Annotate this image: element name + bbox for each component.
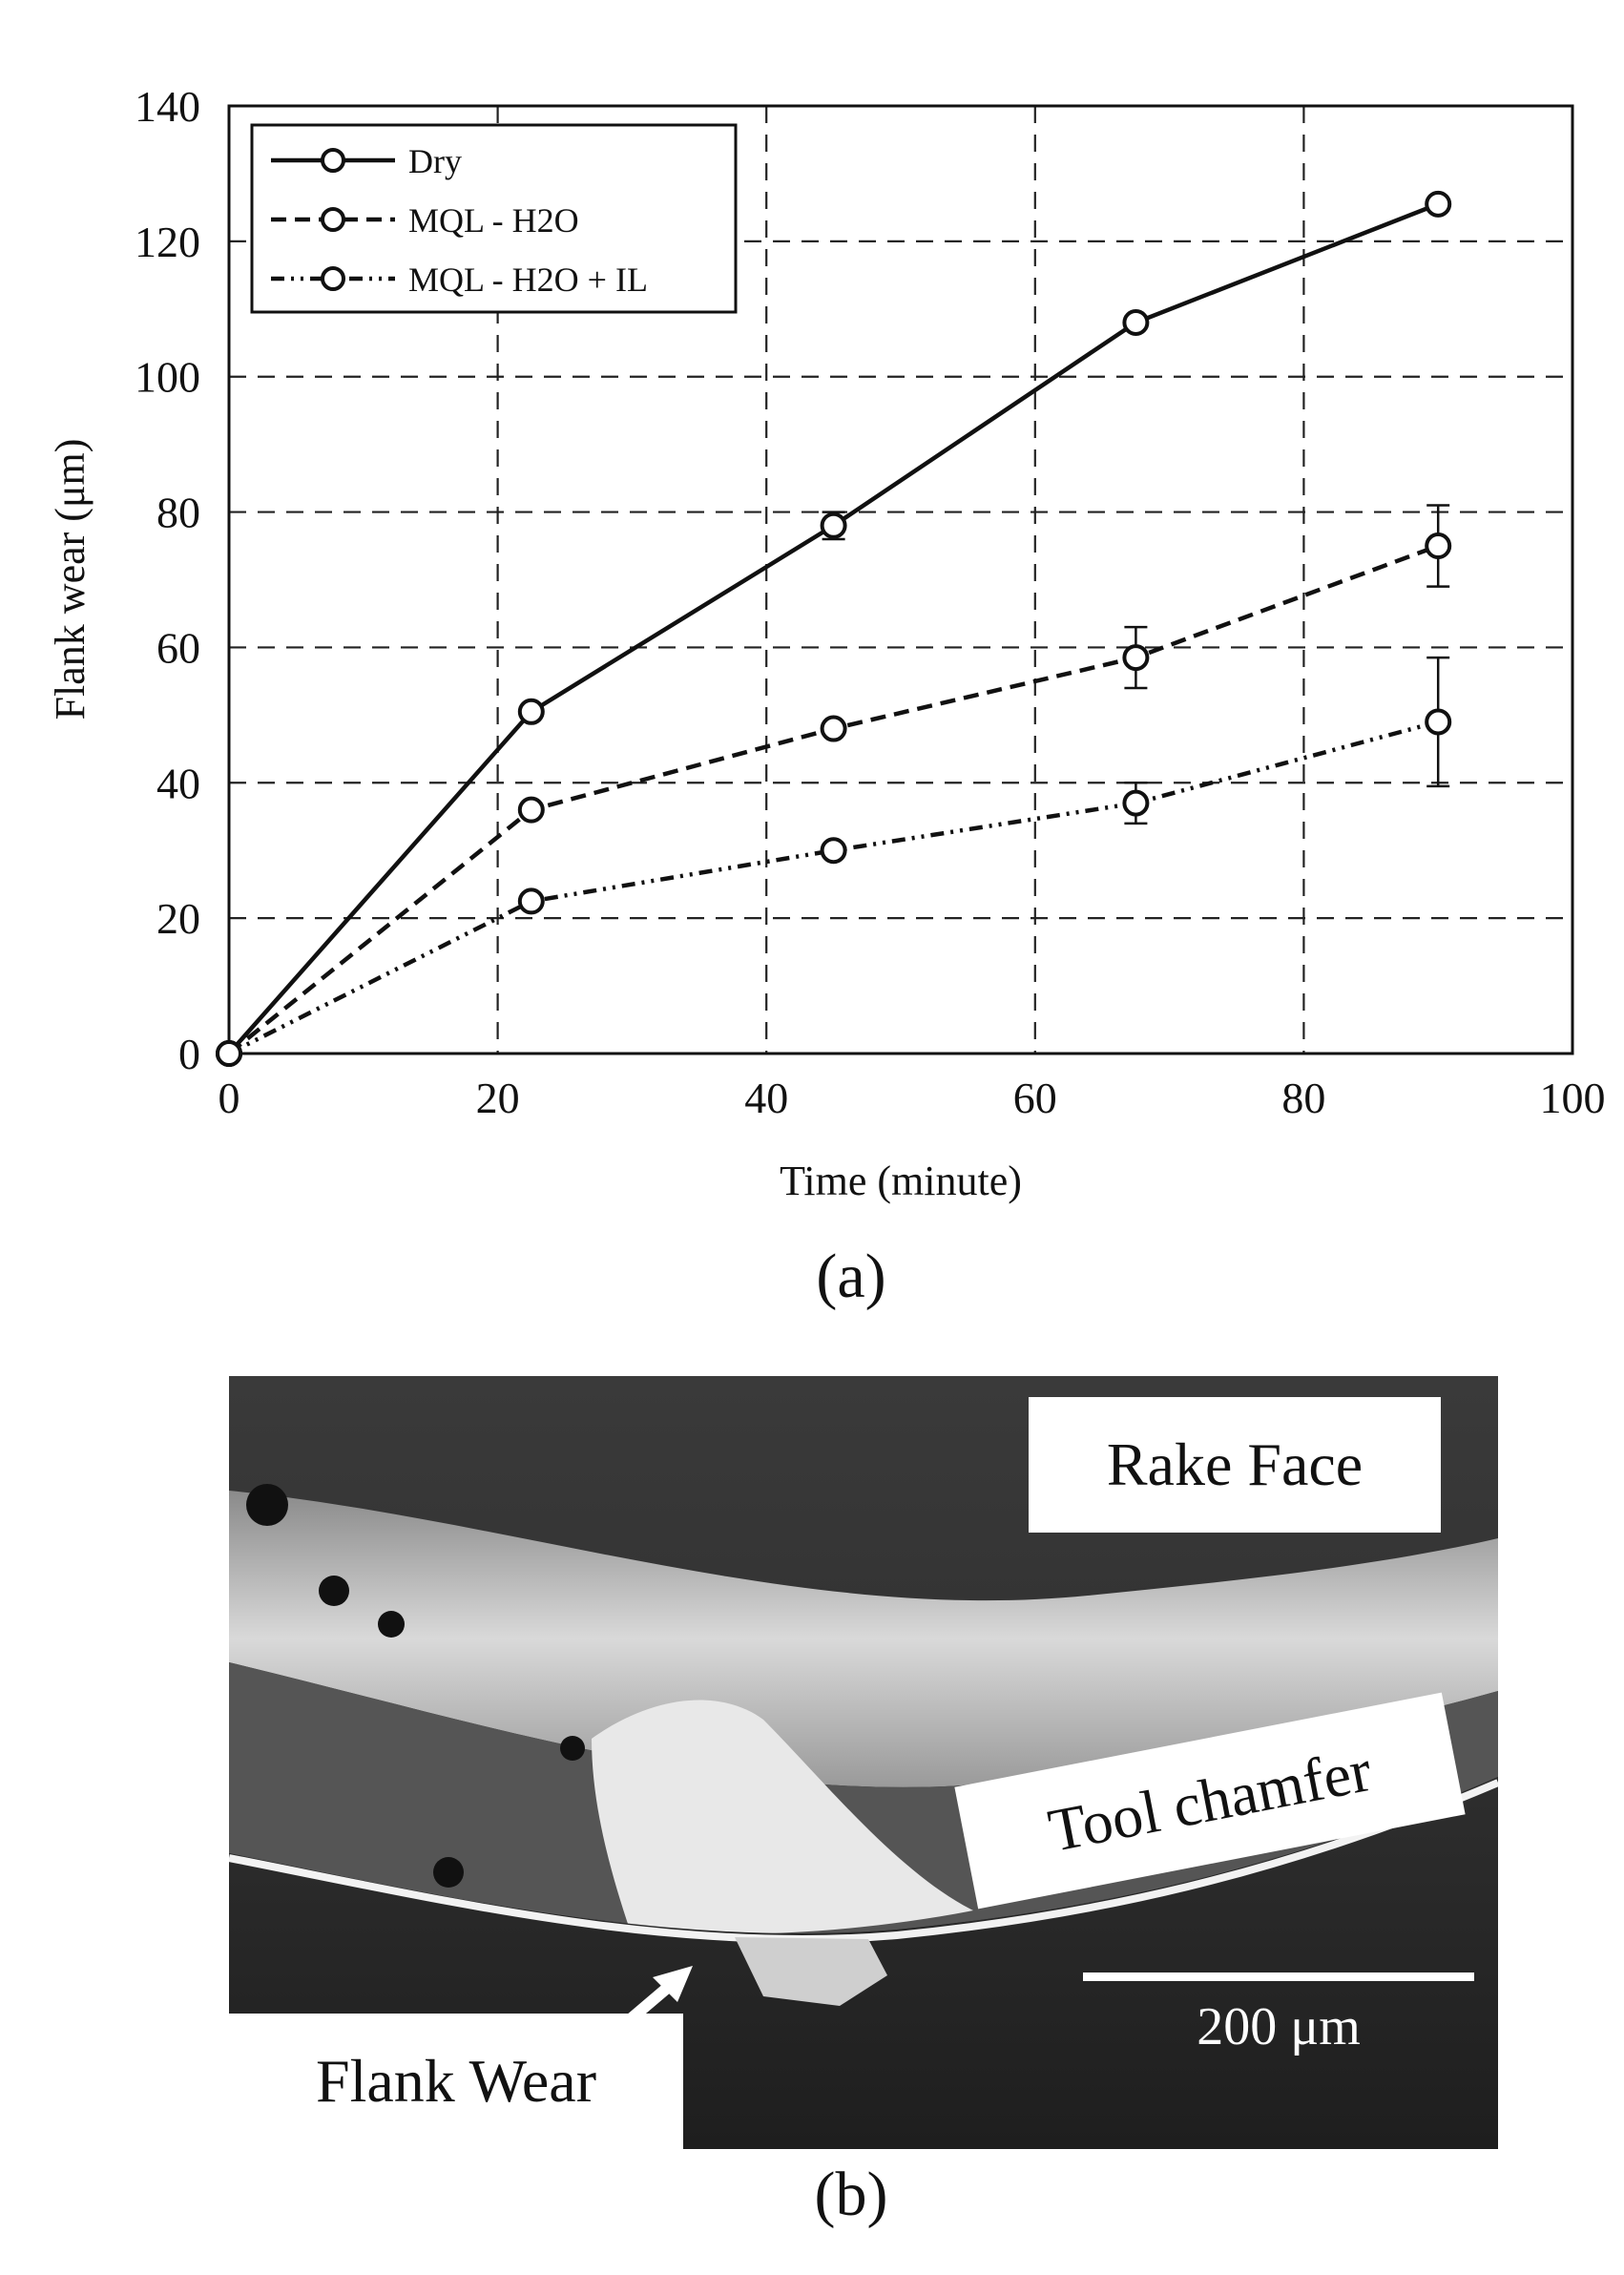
chart-legend: Dry MQL - H2O MQL - H2O + IL: [250, 123, 738, 314]
data-point: [517, 796, 545, 824]
data-point: [1122, 789, 1150, 817]
x-tick-label: 100: [1540, 1074, 1606, 1122]
data-point: [1425, 708, 1452, 736]
x-tick-label: 0: [219, 1074, 240, 1122]
data-point: [1122, 308, 1150, 336]
grid-lines: [229, 106, 1572, 1054]
flank-wear-chart: 0 20 40 60 80 100 0 20 40 60 80 100 120 140 Time (min…: [47, 82, 1606, 1204]
y-tick-label: 80: [156, 489, 200, 537]
series-line: [227, 201, 1440, 1055]
data-point: [517, 698, 545, 725]
y-tick-label: 140: [135, 82, 200, 131]
legend-label: Dry: [408, 142, 462, 180]
x-tick-label: 20: [476, 1074, 520, 1122]
legend-label: MQL - H2O + IL: [408, 261, 648, 299]
data-point: [517, 887, 545, 915]
series-mql-h2o-il: [216, 656, 1452, 1067]
data-point: [820, 837, 847, 865]
legend-marker: [321, 266, 345, 291]
series-dry: [216, 190, 1452, 1067]
series-mql-h2o: [216, 504, 1452, 1067]
data-point: [820, 715, 847, 742]
x-tick-label: 60: [1013, 1074, 1057, 1122]
x-axis-label: Time (minute): [780, 1158, 1022, 1204]
y-tick-label: 40: [156, 759, 200, 807]
legend-marker: [321, 148, 345, 173]
x-tick-label: 80: [1281, 1074, 1325, 1122]
axis-ticks: 0 20 40 60 80 100 0 20 40 60 80 100 120 140: [135, 82, 1606, 1122]
data-point: [216, 1040, 242, 1067]
data-point: [820, 511, 847, 539]
micrograph-image: Rake Face Tool chamfer Flank Wear 200 μm: [229, 1376, 1498, 2149]
y-axis-label: Flank wear (μm): [47, 439, 94, 720]
micrograph-picture: [229, 1376, 1498, 2149]
y-tick-label: 60: [156, 623, 200, 672]
rake-face-label: Rake Face: [1029, 1397, 1441, 1533]
plot-area-frame: [227, 104, 1574, 1055]
scale-bar-label: 200 μm: [1197, 1997, 1361, 2056]
figure-caption-b: (b): [814, 2160, 888, 2229]
series-line: [227, 720, 1439, 1056]
y-tick-label: 0: [178, 1030, 200, 1078]
scale-bar: [1083, 1972, 1474, 1981]
flank-wear-label: Flank Wear: [229, 2014, 683, 2149]
legend-marker: [321, 207, 345, 232]
y-tick-label: 100: [135, 353, 200, 402]
data-point: [1425, 532, 1452, 560]
data-point: [1425, 190, 1452, 218]
data-series: [216, 190, 1452, 1067]
y-tick-label: 20: [156, 894, 200, 943]
figure-caption-a: (a): [816, 1242, 886, 1311]
x-tick-label: 40: [744, 1074, 788, 1122]
legend-label: MQL - H2O: [408, 201, 579, 240]
y-tick-label: 120: [135, 218, 200, 266]
series-line: [227, 543, 1439, 1055]
data-point: [1122, 644, 1150, 672]
